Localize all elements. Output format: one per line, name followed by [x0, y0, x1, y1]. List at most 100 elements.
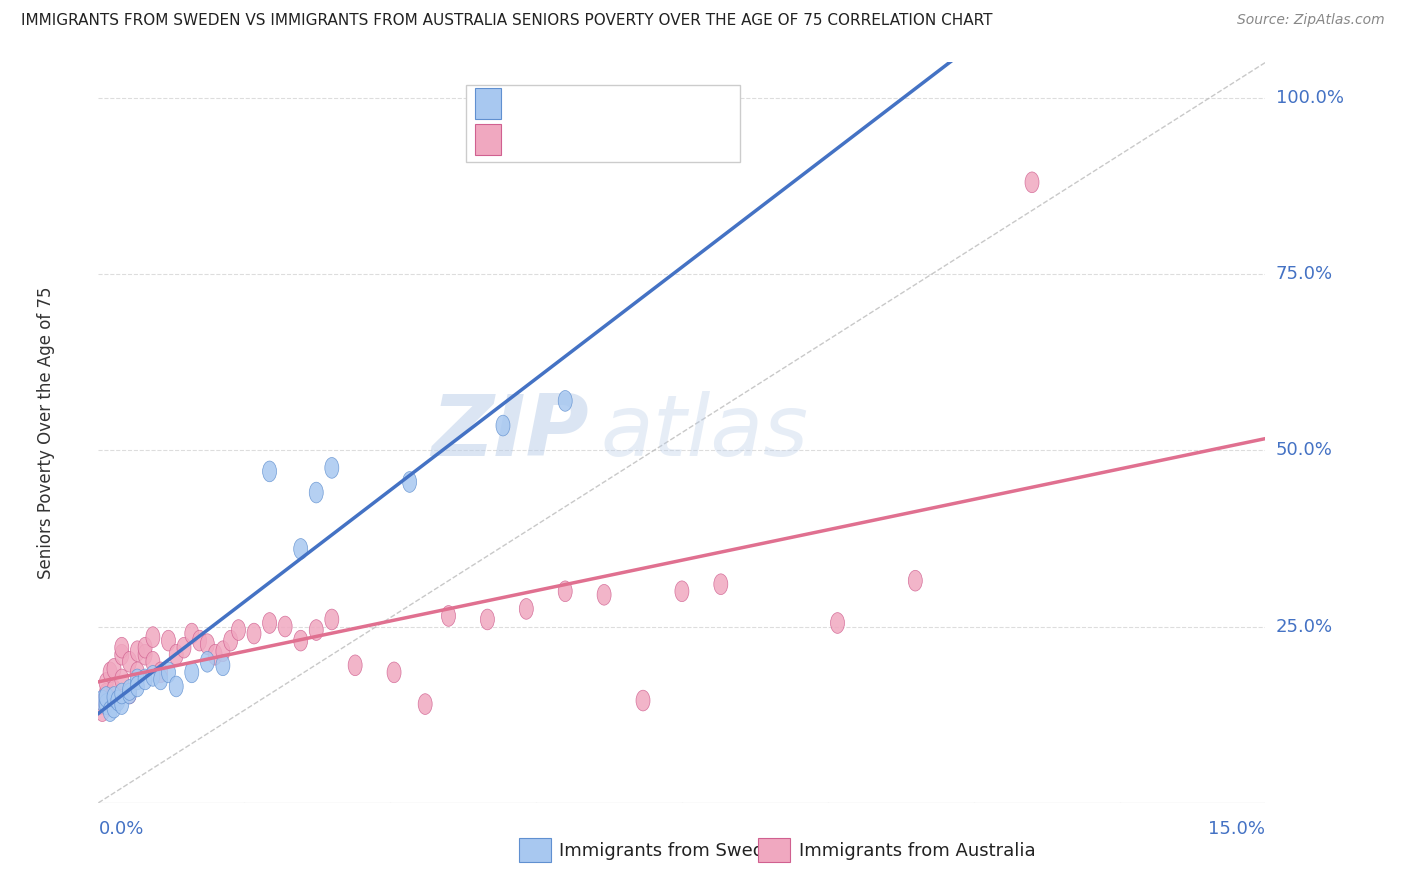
Ellipse shape: [146, 627, 160, 648]
Ellipse shape: [131, 676, 145, 697]
Ellipse shape: [636, 690, 650, 711]
Text: Source: ZipAtlas.com: Source: ZipAtlas.com: [1237, 13, 1385, 28]
Ellipse shape: [138, 644, 152, 665]
Ellipse shape: [441, 606, 456, 626]
Text: Seniors Poverty Over the Age of 75: Seniors Poverty Over the Age of 75: [37, 286, 55, 579]
FancyBboxPatch shape: [475, 124, 501, 155]
Ellipse shape: [558, 391, 572, 411]
FancyBboxPatch shape: [758, 838, 790, 862]
Ellipse shape: [263, 613, 277, 633]
Text: Immigrants from Australia: Immigrants from Australia: [799, 842, 1035, 860]
Ellipse shape: [153, 669, 167, 690]
Ellipse shape: [402, 472, 416, 492]
Text: 50.0%: 50.0%: [1275, 442, 1333, 459]
Ellipse shape: [96, 690, 110, 711]
Ellipse shape: [217, 655, 231, 675]
Ellipse shape: [97, 690, 111, 711]
Ellipse shape: [349, 655, 363, 675]
Ellipse shape: [122, 680, 136, 700]
Ellipse shape: [115, 683, 129, 704]
Ellipse shape: [200, 651, 214, 673]
Ellipse shape: [115, 637, 129, 658]
Ellipse shape: [94, 694, 108, 714]
Ellipse shape: [138, 669, 152, 690]
Ellipse shape: [100, 694, 114, 714]
Ellipse shape: [115, 694, 129, 714]
Ellipse shape: [131, 662, 145, 682]
Ellipse shape: [103, 701, 117, 722]
Ellipse shape: [122, 683, 136, 704]
Ellipse shape: [496, 415, 510, 436]
Ellipse shape: [294, 631, 308, 651]
Ellipse shape: [309, 483, 323, 503]
Ellipse shape: [558, 581, 572, 601]
Ellipse shape: [224, 631, 238, 651]
Ellipse shape: [162, 662, 176, 682]
Text: IMMIGRANTS FROM SWEDEN VS IMMIGRANTS FROM AUSTRALIA SENIORS POVERTY OVER THE AGE: IMMIGRANTS FROM SWEDEN VS IMMIGRANTS FRO…: [21, 13, 993, 29]
Ellipse shape: [107, 687, 121, 707]
Ellipse shape: [387, 662, 401, 682]
Ellipse shape: [153, 662, 167, 682]
Ellipse shape: [1025, 172, 1039, 193]
Ellipse shape: [598, 584, 612, 605]
Ellipse shape: [325, 458, 339, 478]
FancyBboxPatch shape: [465, 85, 741, 162]
Text: 100.0%: 100.0%: [1275, 88, 1344, 107]
Ellipse shape: [169, 644, 183, 665]
Ellipse shape: [111, 690, 125, 711]
Ellipse shape: [247, 624, 262, 644]
Ellipse shape: [294, 539, 308, 559]
Ellipse shape: [309, 620, 323, 640]
Ellipse shape: [184, 624, 198, 644]
Ellipse shape: [208, 644, 222, 665]
Ellipse shape: [146, 651, 160, 673]
Ellipse shape: [481, 609, 495, 630]
Text: N = 50: N = 50: [621, 130, 695, 150]
Ellipse shape: [115, 669, 129, 690]
Ellipse shape: [103, 662, 117, 682]
FancyBboxPatch shape: [475, 88, 501, 120]
Ellipse shape: [418, 694, 432, 714]
Ellipse shape: [115, 644, 129, 665]
Text: N = 23: N = 23: [621, 95, 695, 114]
Text: ZIP: ZIP: [430, 391, 589, 475]
Ellipse shape: [177, 637, 191, 658]
Ellipse shape: [200, 634, 214, 655]
Ellipse shape: [193, 631, 207, 651]
Ellipse shape: [162, 631, 176, 651]
Ellipse shape: [100, 683, 114, 704]
Text: atlas: atlas: [600, 391, 808, 475]
Text: R = 0.442: R = 0.442: [510, 130, 617, 150]
Ellipse shape: [263, 461, 277, 482]
Ellipse shape: [122, 683, 136, 704]
Ellipse shape: [96, 701, 110, 722]
Ellipse shape: [138, 637, 152, 658]
Text: 75.0%: 75.0%: [1275, 265, 1333, 283]
Ellipse shape: [232, 620, 246, 640]
Ellipse shape: [100, 673, 114, 693]
Ellipse shape: [908, 570, 922, 591]
Ellipse shape: [169, 676, 183, 697]
Ellipse shape: [325, 609, 339, 630]
Text: R = 0.580: R = 0.580: [510, 95, 617, 114]
Ellipse shape: [107, 658, 121, 679]
Ellipse shape: [107, 698, 121, 718]
Text: Immigrants from Sweden: Immigrants from Sweden: [560, 842, 787, 860]
Text: 25.0%: 25.0%: [1275, 617, 1333, 635]
Ellipse shape: [122, 651, 136, 673]
Ellipse shape: [278, 616, 292, 637]
Ellipse shape: [131, 640, 145, 662]
Ellipse shape: [146, 665, 160, 686]
Ellipse shape: [831, 613, 845, 633]
Text: 15.0%: 15.0%: [1208, 821, 1265, 838]
Ellipse shape: [131, 669, 145, 690]
Ellipse shape: [519, 599, 533, 619]
Ellipse shape: [675, 581, 689, 601]
FancyBboxPatch shape: [519, 838, 551, 862]
Ellipse shape: [714, 574, 728, 595]
Ellipse shape: [184, 662, 198, 682]
Text: 0.0%: 0.0%: [98, 821, 143, 838]
Ellipse shape: [217, 640, 231, 662]
Ellipse shape: [100, 687, 114, 707]
Ellipse shape: [107, 680, 121, 700]
